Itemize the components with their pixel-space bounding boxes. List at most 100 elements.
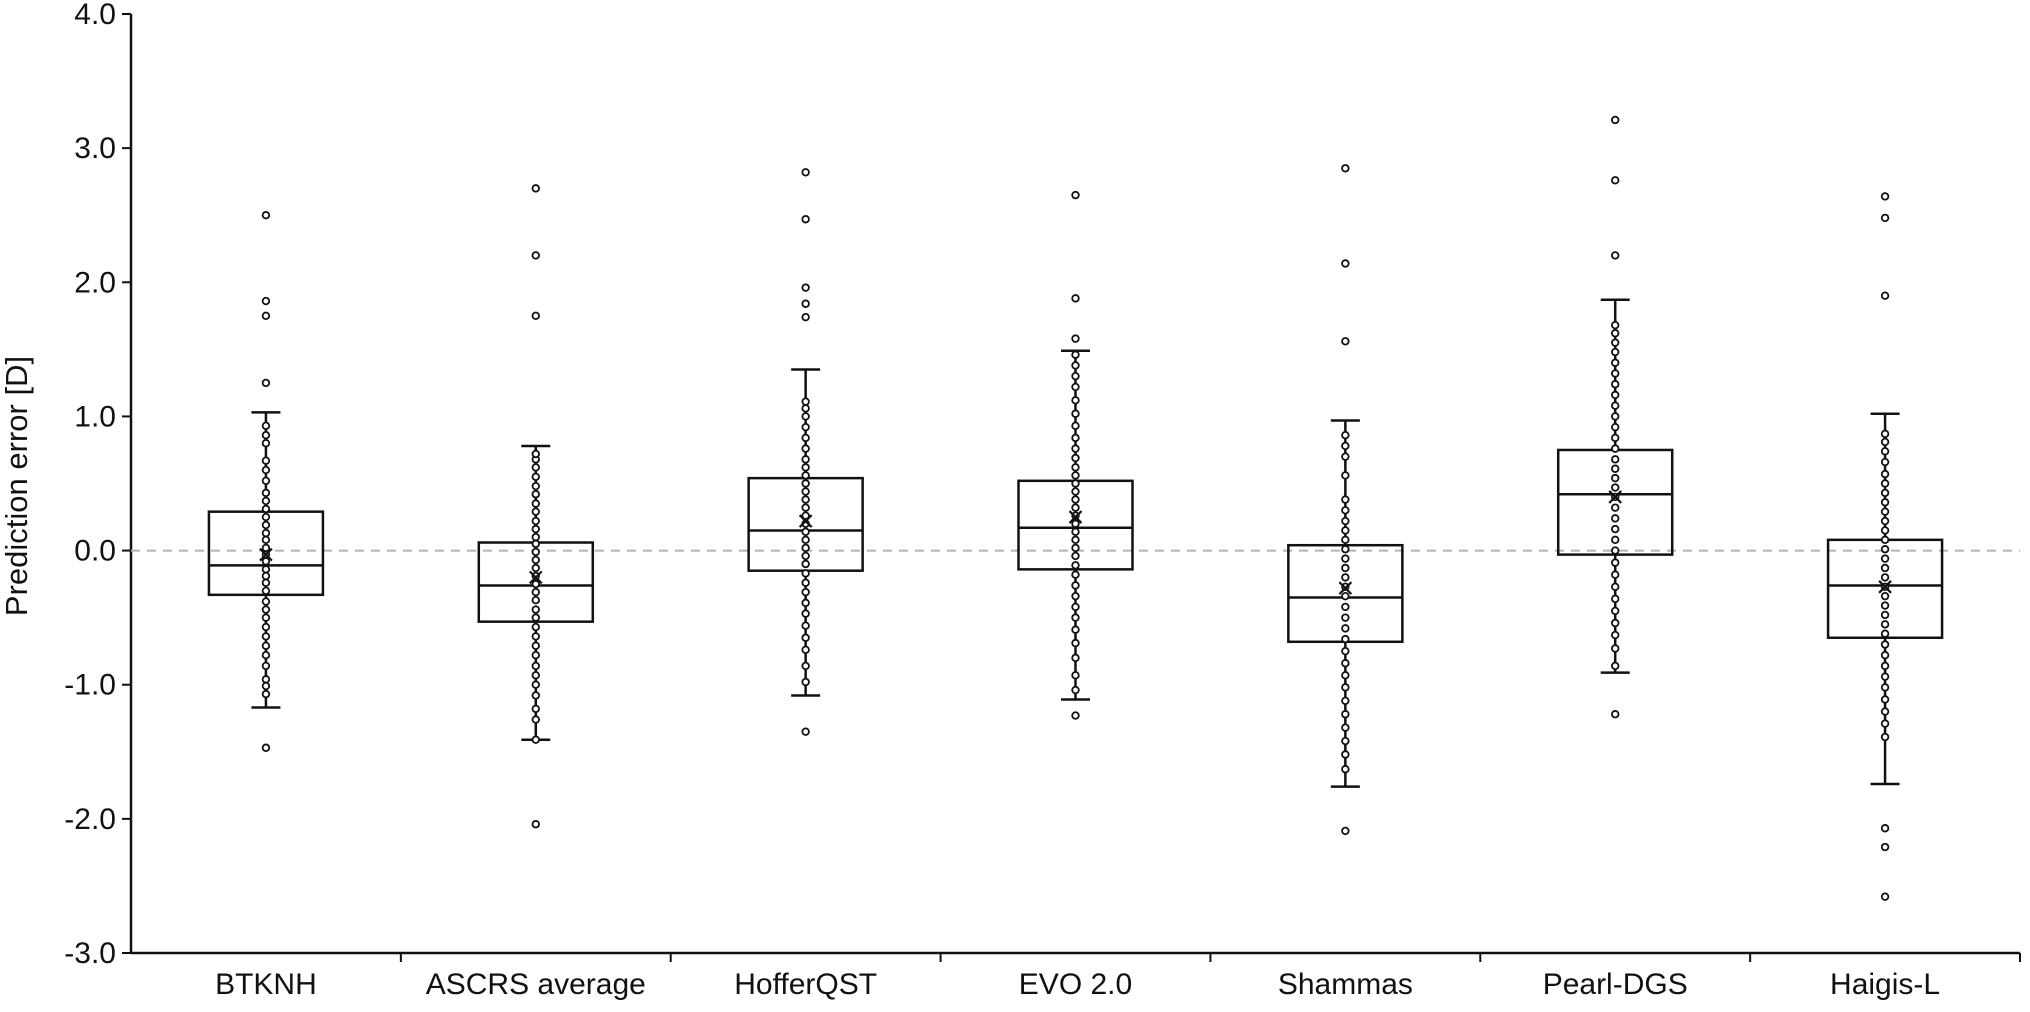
outlier-point (1341, 164, 1350, 173)
data-point (1880, 526, 1890, 535)
data-point (801, 645, 810, 655)
outlier-point (801, 312, 810, 322)
y-tick-label: 4.0 (74, 0, 116, 31)
data-point (1071, 421, 1080, 431)
outlier-point (261, 743, 271, 752)
x-category-label: Pearl-DGS (1543, 968, 1688, 1001)
data-point (801, 578, 810, 587)
data-point (1341, 495, 1350, 504)
mean-marker (529, 570, 543, 585)
data-point (1880, 545, 1890, 554)
mean-marker (1878, 580, 1892, 594)
outlier-point (261, 378, 271, 388)
data-point (1341, 696, 1350, 706)
outlier-point (801, 168, 810, 177)
x-axis: BTKNH ASCRS average HofferQST EVO 2.0 Shamma… (131, 951, 2021, 1001)
data-point (1611, 618, 1620, 628)
data-point (1071, 479, 1080, 488)
outlier-point (1611, 176, 1620, 185)
data-point (531, 507, 540, 516)
data-point (531, 532, 540, 542)
data-point (531, 579, 540, 589)
data-point (261, 632, 271, 641)
data-point (1880, 554, 1890, 563)
data-point (1341, 671, 1350, 680)
data-point (1341, 750, 1350, 759)
data-point (1071, 581, 1080, 590)
data-point (1611, 483, 1620, 492)
outlier-point (801, 283, 810, 292)
data-point (261, 661, 271, 671)
boxes (207, 115, 1944, 901)
data-point (1880, 707, 1890, 716)
data-point (1341, 613, 1350, 622)
box-group (747, 168, 864, 736)
outlier-point (1880, 824, 1890, 833)
outlier-point (1071, 334, 1080, 343)
data-point (261, 641, 271, 651)
data-point (801, 433, 810, 443)
y-axis: -3.0 -2.0 -1.0 0.0 1.0 2.0 3.0 4.0 Prediction e… (0, 0, 133, 970)
data-point (1341, 723, 1350, 732)
data-point (1071, 409, 1080, 418)
outlier-point (1611, 115, 1620, 125)
data-point (261, 496, 271, 506)
data-point (1071, 444, 1080, 453)
data-point (1341, 516, 1350, 526)
data-point (1611, 535, 1620, 545)
data-point (531, 539, 540, 549)
y-tick-label: 2.0 (74, 266, 116, 299)
data-point (1611, 422, 1620, 432)
data-point (1611, 321, 1620, 330)
data-point (261, 651, 271, 660)
data-point (1071, 638, 1080, 648)
x-category-label: BTKNH (215, 968, 317, 1001)
data-point (1071, 570, 1080, 579)
data-point (531, 516, 540, 526)
data-point (1880, 683, 1890, 692)
data-point (1341, 683, 1350, 692)
data-point (1341, 646, 1350, 656)
data-point (1341, 624, 1350, 633)
data-point (1071, 527, 1080, 536)
data-point (1880, 429, 1890, 439)
data-point (531, 481, 540, 491)
data-point (1341, 659, 1350, 668)
data-point (1611, 347, 1620, 357)
data-point (531, 641, 540, 651)
data-point (801, 511, 810, 520)
data-point (1611, 380, 1620, 389)
data-point (1071, 561, 1080, 570)
outlier-point (1071, 190, 1080, 200)
outlier-point (1071, 294, 1080, 303)
data-point (261, 681, 271, 691)
box-group (1017, 190, 1134, 720)
data-point (1071, 495, 1080, 504)
data-point (1880, 507, 1890, 516)
data-point (1341, 602, 1350, 612)
data-point (801, 422, 810, 432)
data-point (801, 535, 810, 545)
data-point (531, 704, 540, 714)
data-point (531, 472, 540, 481)
y-ticks: -3.0 -2.0 -1.0 0.0 1.0 2.0 3.0 4.0 (64, 0, 131, 970)
box-group (477, 184, 595, 829)
data-point (1611, 570, 1620, 579)
data-point (1071, 535, 1080, 545)
data-point (1071, 433, 1080, 443)
data-point (1341, 573, 1350, 582)
data-point (801, 455, 810, 464)
y-tick-label: 1.0 (74, 400, 116, 433)
data-point (531, 651, 540, 660)
mean-marker (1608, 490, 1622, 504)
outlier-point (261, 211, 271, 220)
data-point (1341, 634, 1350, 644)
data-point (1071, 653, 1080, 663)
data-point (531, 596, 540, 605)
data-point (1071, 625, 1080, 634)
y-axis-title: Prediction error [D] (0, 356, 34, 616)
outlier-point (1880, 291, 1890, 300)
data-point (1071, 671, 1080, 680)
data-point (531, 715, 540, 724)
data-point (1341, 471, 1350, 480)
